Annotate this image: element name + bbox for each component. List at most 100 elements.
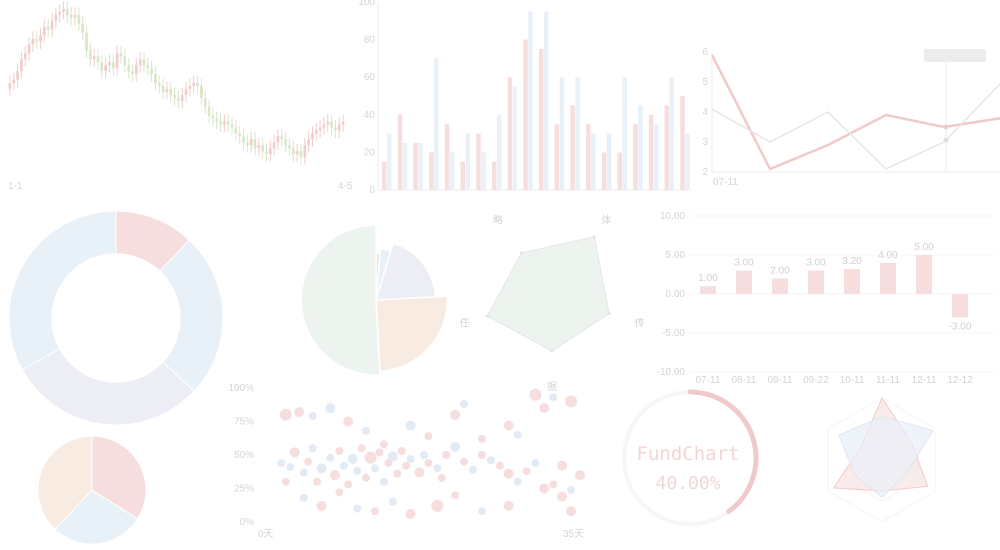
scatter-point (575, 470, 585, 481)
radar-point (592, 235, 596, 239)
candle-body (341, 121, 345, 125)
scatter-point (335, 488, 344, 497)
scatter-chart: 100% 75% 50% 25% 0% (228, 383, 585, 528)
candle-x-start-label: 1-1 (8, 181, 23, 192)
scatter-point (304, 457, 313, 466)
candle-body (154, 74, 157, 84)
bar2 (916, 255, 932, 294)
rose-slice (374, 242, 437, 301)
line-point (943, 124, 949, 130)
candle-body (77, 14, 81, 24)
bar (554, 124, 560, 190)
bar (476, 133, 481, 190)
bar2 (772, 278, 788, 294)
scatter-point (424, 432, 433, 441)
candle-body (249, 139, 253, 146)
candle-body (100, 62, 104, 72)
candle-body (46, 26, 50, 30)
scatter-point (495, 461, 504, 470)
candle-body (337, 124, 341, 131)
scatter-point (539, 483, 550, 494)
bar-y-tick-label: 60 (364, 72, 376, 83)
scatter-point (549, 480, 558, 489)
bar (507, 77, 513, 190)
bar2-value-label: 4.00 (878, 250, 898, 261)
scatter-point (424, 459, 433, 468)
bar (570, 105, 575, 190)
candle-body (276, 136, 280, 143)
candle-body (81, 23, 85, 33)
scatter-point (364, 451, 377, 464)
bar (606, 133, 612, 190)
line-y-tick-label: 5 (702, 77, 708, 88)
candle-body (311, 133, 314, 140)
bar (496, 114, 502, 190)
candle-body (238, 133, 242, 137)
candle-body (39, 35, 42, 42)
candle-body (27, 44, 31, 54)
scatter-point (362, 426, 371, 435)
bar (586, 124, 591, 190)
donut-slice (8, 210, 117, 371)
radar-axis-label: 任 (460, 316, 470, 329)
scatter-point (347, 454, 358, 465)
candle-body (284, 139, 287, 146)
scatter-point (335, 446, 344, 455)
radar-point (607, 312, 611, 316)
candle-body (280, 136, 284, 140)
candle-body (157, 83, 161, 86)
scatter-point (529, 388, 542, 401)
gauge-progress (687, 389, 759, 514)
candle-body (203, 97, 207, 107)
bar (559, 77, 565, 190)
bar2 (844, 269, 860, 294)
scatter-point (503, 468, 514, 479)
bar (653, 124, 659, 190)
rose-slice (375, 295, 449, 373)
gauge-title: FundChart (637, 443, 740, 465)
candle-body (230, 124, 234, 128)
candle-body (146, 65, 150, 69)
bar (413, 143, 418, 190)
candlestick-chart (8, 1, 345, 165)
candle-body (123, 56, 127, 66)
radar-point (550, 349, 554, 353)
scatter-point (308, 412, 317, 421)
scatter-point (343, 416, 354, 427)
scatter-point (477, 451, 486, 459)
candle-body (219, 121, 222, 125)
bar (481, 152, 486, 190)
scatter-point (344, 480, 353, 489)
scatter-point (557, 460, 568, 471)
bar (434, 58, 439, 191)
bar (460, 161, 465, 190)
radar-chart-2 (827, 396, 937, 523)
bar2-x-tick-label: 10-11 (840, 375, 865, 386)
bar2-x-tick-label: 08-11 (732, 375, 757, 386)
scatter-point (486, 456, 495, 465)
bar-y-tick-label: 100 (358, 0, 375, 8)
candle-body (295, 151, 299, 155)
scatter-point (405, 420, 416, 431)
scatter-point (393, 469, 402, 478)
scatter-point (433, 464, 442, 473)
bar (418, 143, 423, 190)
bar2-y-tick-label: 5.00 (666, 250, 686, 261)
bar (617, 152, 622, 190)
bar2-x-tick-label: 12-11 (912, 375, 937, 386)
radar-point (519, 251, 523, 255)
scatter-point (531, 459, 540, 468)
bar (465, 133, 470, 190)
candle-body (16, 71, 19, 81)
bar (633, 124, 638, 190)
scatter-point (420, 451, 428, 459)
radar-point (485, 314, 489, 318)
candle-body (69, 14, 73, 18)
bar (491, 161, 497, 190)
candle-body (104, 65, 107, 72)
bar-y-tick-label: 0 (369, 185, 375, 196)
candle-body (246, 142, 249, 146)
scatter-point (281, 477, 290, 486)
candle-body (150, 68, 153, 75)
candle-body (265, 151, 268, 155)
